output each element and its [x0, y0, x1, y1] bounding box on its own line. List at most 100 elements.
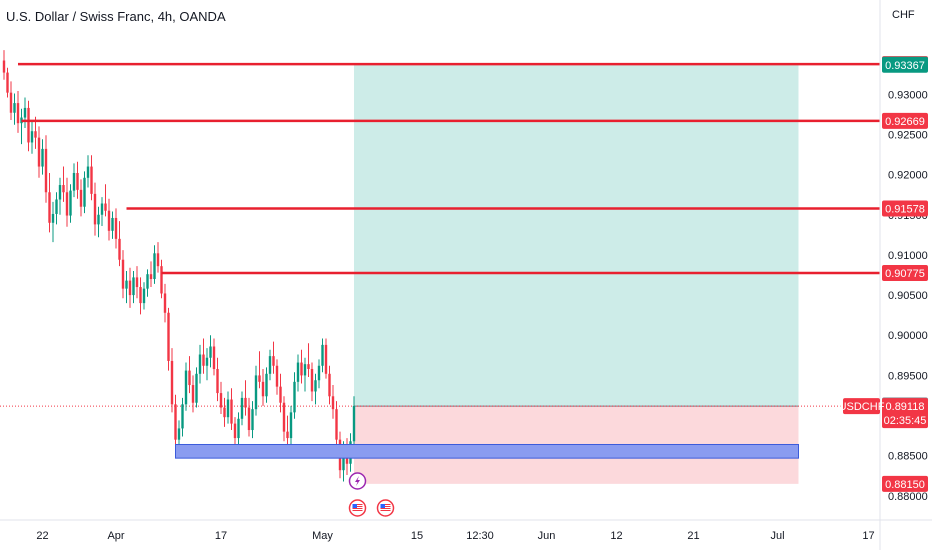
candle-body [279, 386, 282, 403]
candle [300, 349, 303, 384]
candle-body [209, 346, 212, 358]
lightning-icon[interactable] [348, 472, 367, 490]
candle-body [328, 373, 331, 397]
candle-body [135, 277, 139, 288]
candle-body [254, 375, 258, 410]
candle [23, 97, 27, 128]
countdown-timer: 02:35:45 [884, 415, 927, 427]
candle-body [244, 397, 247, 408]
candle [79, 179, 83, 217]
candle-body [237, 418, 240, 439]
candle [307, 343, 310, 378]
candle [128, 267, 132, 308]
candle-body [146, 274, 149, 289]
candle-body [177, 428, 181, 440]
y-tick-label: 0.90000 [888, 330, 928, 342]
candle [93, 182, 97, 236]
candle-body [191, 385, 195, 403]
candle-body [76, 172, 79, 190]
candle [282, 396, 286, 442]
candle-body [240, 397, 244, 419]
candle-body [268, 356, 272, 374]
candle [62, 166, 65, 202]
candle [167, 307, 170, 371]
candle-body [289, 412, 293, 439]
candle-body [170, 360, 174, 405]
candle-body [86, 166, 90, 178]
candle [2, 50, 6, 80]
current-price-tag: 0.89118 02:35:45 [882, 398, 928, 429]
candle-body [219, 393, 223, 408]
candle [258, 351, 261, 389]
candles [2, 50, 356, 482]
candle-body [282, 402, 286, 432]
candle-body [233, 423, 237, 439]
candle [9, 81, 13, 120]
svg-text:0.90775: 0.90775 [885, 268, 925, 280]
candle-body [13, 103, 16, 113]
candle [247, 397, 251, 437]
candle-body [272, 356, 275, 366]
candle [279, 373, 282, 413]
x-tick-label: 17 [215, 530, 227, 542]
candle-body [184, 370, 188, 405]
candle [41, 139, 44, 175]
candle [44, 135, 48, 203]
candle [65, 177, 69, 227]
candle-body [205, 357, 209, 366]
candle-body [247, 407, 251, 431]
profit-zone[interactable] [354, 64, 799, 407]
candle-body [303, 364, 307, 376]
y-tick-label: 0.90500 [888, 290, 928, 302]
candle-body [97, 214, 100, 225]
candle-body [230, 399, 233, 424]
candle [153, 245, 156, 284]
candle-body [342, 450, 345, 471]
us-flag-icon[interactable] [376, 499, 395, 517]
svg-text:0.91578: 0.91578 [885, 203, 925, 215]
support-zone[interactable] [175, 443, 799, 459]
candle [27, 100, 30, 152]
candle-body [153, 253, 156, 280]
candle [55, 192, 58, 225]
candle [181, 397, 184, 437]
candle-body [100, 203, 104, 215]
candle-body [156, 253, 160, 267]
candle [254, 365, 258, 416]
y-tick-label: 0.89500 [888, 370, 928, 382]
y-tick-label: 0.91000 [888, 250, 928, 262]
candle [125, 270, 128, 304]
candle-body [310, 368, 314, 392]
candle-body [324, 344, 328, 374]
candle-body [258, 375, 261, 382]
candle-body [202, 354, 205, 366]
x-tick-label: 15 [411, 530, 423, 542]
candle-body [83, 177, 86, 207]
candle [335, 401, 338, 447]
svg-text:0.88150: 0.88150 [885, 479, 925, 491]
candle [20, 108, 23, 145]
candle [303, 357, 307, 392]
candle [324, 338, 328, 379]
resistance-lines [18, 62, 880, 459]
candle-body [41, 148, 44, 167]
price-tags: 0.933750.926690.915780.907750.933670.891… [839, 56, 928, 492]
candle-body [352, 405, 356, 442]
candle-body [2, 60, 6, 73]
candle-body [181, 404, 184, 429]
candle [202, 338, 205, 374]
candle-body [16, 103, 20, 124]
candle [100, 197, 104, 226]
candle [289, 405, 293, 447]
candle-body [128, 280, 132, 296]
candle-body [142, 288, 146, 304]
candle [13, 93, 16, 125]
candle-body [107, 210, 111, 231]
us-flag-icon[interactable] [348, 499, 367, 517]
candle [34, 116, 37, 149]
resistance-price-tag: 0.91578 [882, 200, 928, 217]
x-tick-label: 22 [36, 530, 48, 542]
candle-body [317, 365, 321, 381]
candle [160, 259, 163, 299]
